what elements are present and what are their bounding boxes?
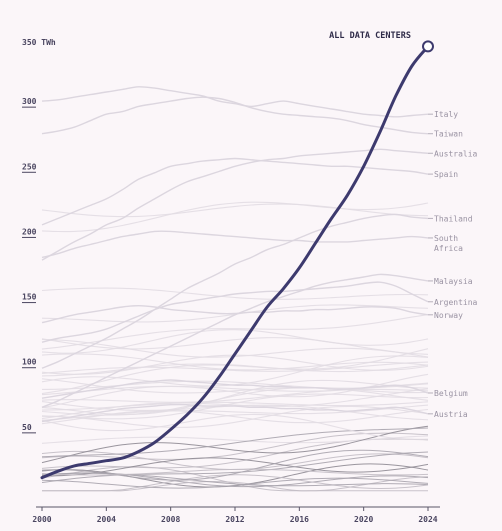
background-line [41,388,429,403]
all-data-centers-label: ALL DATA CENTERS [329,31,411,41]
background-line [41,432,429,460]
background-line [41,405,429,428]
background-line [41,313,429,350]
y-axis-unit-label: 350 TWh [22,38,56,47]
background-line [41,337,429,355]
background-line [41,348,429,395]
background-line [41,468,429,476]
background-line [41,353,429,371]
background-line [41,361,429,375]
x-tick-label: 2024 [418,515,437,524]
background-line [41,457,429,477]
background-line [41,451,429,483]
y-axis: 350 TWh 50 100 150 200 250 300 [22,38,56,434]
y-tick-label: 300 [22,97,37,106]
series-label-malaysia: Malaysia [434,277,473,286]
background-line [41,287,429,300]
background-line [41,481,429,492]
background-line [41,388,429,420]
background-line [41,363,429,377]
x-tick-label: 2012 [225,515,244,524]
series-label-norway: Norway [434,311,463,320]
x-tick-label: 2000 [32,515,51,524]
background-line [41,329,429,354]
x-tick-label: 2004 [97,515,116,524]
background-line [41,472,429,487]
background-line [41,393,429,420]
series-label-spain: Spain [434,170,458,179]
series-label-belgium: Belgium [434,389,468,398]
background-line [41,425,429,464]
x-axis: 2000 2004 2008 2012 2016 2020 2024 [32,506,440,524]
series-line-norway [41,304,429,324]
series-line-belgium [41,379,429,399]
series-label-australia: Australia [434,149,478,158]
background-line [41,203,429,218]
named-country-lines [41,86,429,423]
background-country-lines [41,201,429,492]
series-label-taiwan: Taiwan [434,130,463,139]
series-label-thailand: Thailand [434,214,473,223]
background-line [41,435,429,444]
series-label-italy: Italy [434,110,458,119]
background-line [41,413,429,440]
x-tick-label: 2016 [290,515,309,524]
background-line [41,401,429,411]
all-data-centers-endpoint [422,40,434,53]
y-tick-label: 100 [22,358,37,367]
series-line-thailand [41,213,429,369]
series-label-austria: Austria [434,410,468,419]
series-line-australia [41,148,429,261]
series-label-south-africa: Africa [434,244,463,253]
series-line-south-africa [41,230,429,259]
background-line [41,477,429,489]
background-line [41,201,429,233]
y-tick-label: 50 [22,423,32,432]
series-line-malaysia [41,273,429,408]
country-labels: Italy Taiwan Australia Spain Thailand SouthAf… [428,110,478,419]
x-tick-label: 2020 [354,515,373,524]
series-line-spain [41,157,429,226]
background-line [41,379,429,415]
series-label-argentina: Argentina [434,298,478,307]
background-line [41,408,429,425]
y-tick-label: 200 [22,227,37,236]
series-line-austria [41,403,429,423]
background-line [41,427,429,458]
x-tick-label: 2008 [161,515,180,524]
y-tick-label: 250 [22,162,37,171]
series-line-argentina [41,281,429,343]
y-tick-label: 150 [22,293,37,302]
all-data-centers-group: ALL DATA CENTERS [40,31,434,480]
series-line-all-data-centers [40,44,430,480]
series-line-taiwan [41,96,429,135]
series-line-italy [41,86,429,118]
series-label-south-africa: South [434,234,458,243]
